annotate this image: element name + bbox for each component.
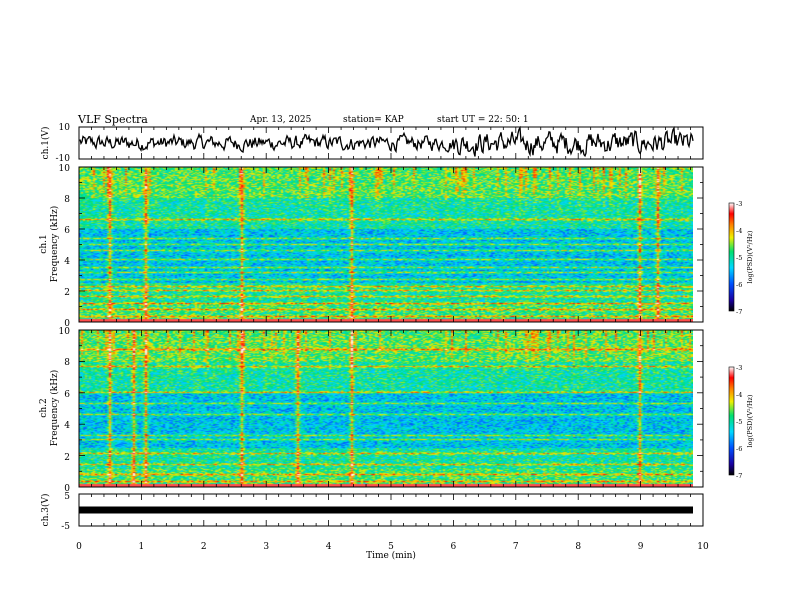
station-label: station= KAP [343, 115, 404, 125]
ch2-colorbar-scale [728, 366, 735, 476]
ch3-ytick-bottom: -5 [61, 522, 70, 532]
ch1-spectrogram-image [79, 167, 693, 322]
ch1-spectrogram-ylabel-1: ch.1 [39, 234, 49, 253]
ch1-colorbar-label: log(PSD)(V²/Hz) [746, 230, 754, 283]
ch1-cb-tick-7: -7 [736, 308, 742, 316]
xtick-9: 9 [638, 542, 644, 552]
ch2-spectrogram-panel: 0 2 4 6 8 10 ch.2 Frequency (kHz) [39, 327, 704, 494]
ch2-cb-tick-4: -4 [736, 391, 742, 399]
ch1-cb-tick-4: -4 [736, 227, 742, 235]
ch2-spectrogram-ylabel-2: Frequency (kHz) [49, 370, 60, 447]
ch2-ytick-6: 6 [64, 390, 70, 400]
ch2-cb-tick-3: -3 [736, 364, 742, 372]
date-label: Apr. 13, 2025 [249, 115, 312, 125]
ch1-ytick-6: 6 [64, 226, 70, 236]
ch1-ytick-bottom: -10 [56, 154, 71, 164]
start-time-label: start UT = 22: 50: 1 [437, 115, 529, 125]
ch2-spectrogram-ylabel-1: ch.2 [39, 398, 49, 417]
ch2-freq-ticks [79, 329, 703, 488]
figure-title: VLF Spectra [77, 113, 148, 126]
ch2-ytick-8: 8 [64, 358, 70, 368]
xtick-1: 1 [139, 542, 145, 552]
time-axis-label: Time (min) [366, 550, 416, 561]
ch2-colorbar: -3 -4 -5 -6 -7 log(PSD)(V²/Hz) [728, 364, 754, 480]
ch3-ytick-top: 5 [64, 492, 70, 502]
ch1-spectrogram-ylabel-2: Frequency (kHz) [49, 206, 60, 283]
ch1-waveform-line [79, 125, 694, 158]
ch1-freq-ticks [79, 166, 703, 323]
xtick-0: 0 [76, 542, 82, 552]
ch1-ytick-top: 10 [59, 123, 71, 133]
ch2-cb-tick-7: -7 [736, 472, 742, 480]
xtick-8: 8 [575, 542, 581, 552]
ch2-ytick-10: 10 [59, 327, 71, 337]
ch2-ytick-4: 4 [64, 421, 70, 431]
ch3-waveform-line [79, 506, 693, 514]
ch1-ytick-2: 2 [64, 288, 70, 298]
ch1-waveform-ylabel: ch.1(V) [40, 127, 51, 160]
time-axis-ticks [78, 127, 704, 526]
ch1-spectrogram-panel: 0 2 4 6 8 10 ch.1 Frequency (kHz) [39, 164, 704, 329]
ch2-cb-tick-5: -5 [736, 418, 742, 426]
ch1-ytick-8: 8 [64, 195, 70, 205]
xtick-7: 7 [513, 542, 519, 552]
ch1-cb-tick-3: -3 [736, 200, 742, 208]
time-axis-labels: 0 1 2 3 4 5 6 7 8 9 10 Time (min) [76, 542, 709, 561]
xtick-6: 6 [451, 542, 457, 552]
xtick-4: 4 [326, 542, 332, 552]
ch1-cb-tick-6: -6 [736, 281, 742, 289]
ch1-ytick-4: 4 [64, 257, 70, 267]
ch3-waveform-ylabel: ch.3(V) [40, 494, 51, 527]
xtick-2: 2 [201, 542, 207, 552]
xtick-5: 5 [388, 542, 394, 552]
ch2-colorbar-label: log(PSD)(V²/Hz) [746, 394, 754, 447]
xtick-3: 3 [263, 542, 269, 552]
ch2-spectrogram-image [79, 330, 693, 487]
ch1-colorbar: -3 -4 -5 -6 -7 log(PSD)(V²/Hz) [728, 200, 754, 316]
ch1-ytick-10: 10 [59, 164, 71, 174]
ch1-cb-tick-5: -5 [736, 254, 742, 262]
ch2-cb-tick-6: -6 [736, 445, 742, 453]
ch1-colorbar-scale [728, 202, 735, 312]
ch1-ytick-0: 0 [64, 319, 70, 329]
ch2-ytick-0: 0 [64, 484, 70, 494]
xtick-10: 10 [697, 542, 709, 552]
ch2-ytick-2: 2 [64, 453, 70, 463]
